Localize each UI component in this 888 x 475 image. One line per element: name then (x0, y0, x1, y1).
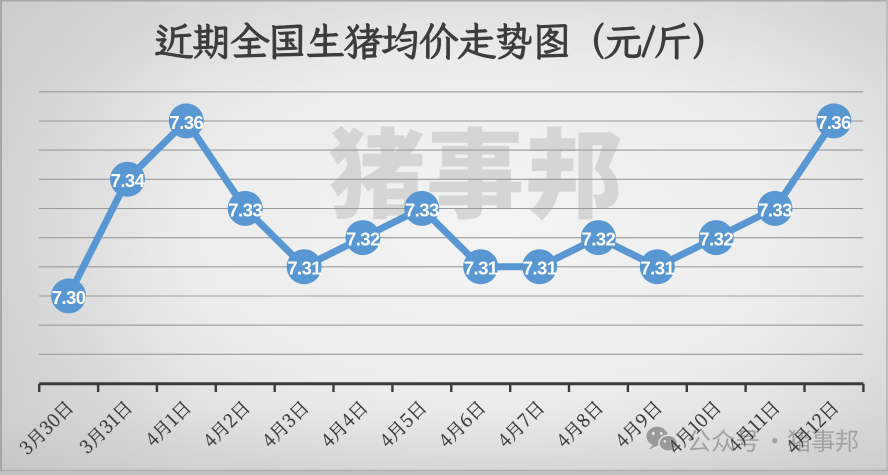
svg-text:7.32: 7.32 (699, 229, 733, 250)
svg-text:7.33: 7.33 (228, 199, 262, 220)
svg-text:7.33: 7.33 (758, 199, 792, 220)
svg-text:7.32: 7.32 (582, 229, 616, 250)
svg-text:7.31: 7.31 (287, 258, 321, 279)
svg-text:7.36: 7.36 (817, 112, 851, 133)
svg-text:7.31: 7.31 (464, 258, 498, 279)
svg-text:7.31: 7.31 (523, 258, 557, 279)
svg-text:7.36: 7.36 (169, 112, 203, 133)
svg-text:7.30: 7.30 (52, 287, 86, 308)
svg-text:7.33: 7.33 (405, 199, 439, 220)
svg-text:7.31: 7.31 (640, 258, 674, 279)
svg-text:7.32: 7.32 (346, 229, 380, 250)
svg-text:7.34: 7.34 (111, 170, 146, 191)
